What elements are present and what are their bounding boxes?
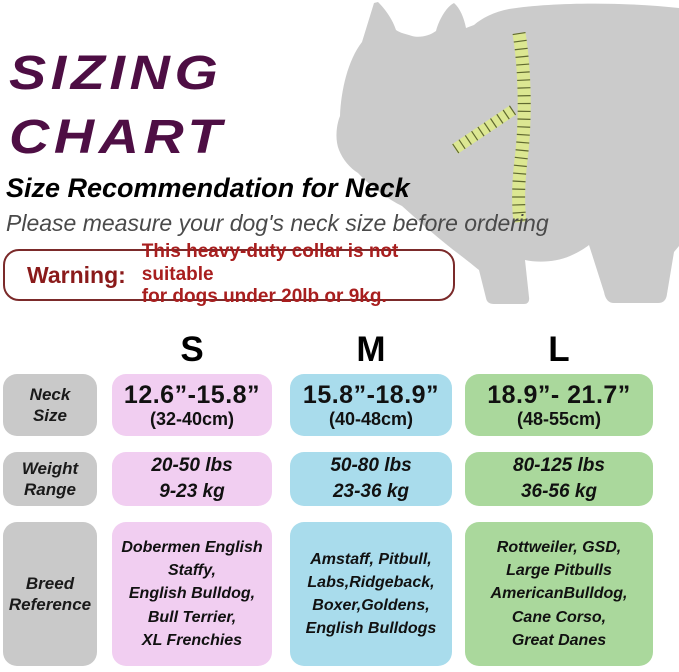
neck-size-row-label: Neck Size bbox=[3, 374, 97, 436]
neck-size-l-inches: 18.9”- 21.7” bbox=[487, 380, 631, 409]
weight-range-row-label-text: Weight Range bbox=[21, 458, 79, 499]
size-header-m: M bbox=[356, 330, 386, 369]
dog-body-shape bbox=[336, 2, 679, 304]
measuring-tape-icon bbox=[451, 31, 531, 223]
breed-reference-cell-l: Rottweiler, GSD, Large Pitbulls American… bbox=[465, 522, 653, 666]
breed-reference-l-text: Rottweiler, GSD, Large Pitbulls American… bbox=[490, 539, 628, 649]
warning-label: Warning: bbox=[27, 261, 126, 288]
size-header-l: L bbox=[548, 330, 570, 369]
weight-range-s-text: 20-50 lbs 9-23 kg bbox=[151, 455, 233, 502]
neck-size-l-cm: (48-55cm) bbox=[516, 408, 602, 429]
neck-size-cell-l: 18.9”- 21.7” (48-55cm) bbox=[465, 374, 653, 436]
warning-text: This heavy-duty collar is not suitable f… bbox=[141, 241, 399, 308]
weight-range-cell-l: 80-125 lbs 36-56 kg bbox=[465, 452, 653, 506]
dog-silhouette-image bbox=[336, 2, 679, 304]
neck-size-row-label-text: Neck Size bbox=[29, 384, 71, 425]
neck-size-cell-s: 12.6”-15.8” (32-40cm) bbox=[112, 374, 272, 436]
neck-size-s-inches: 12.6”-15.8” bbox=[123, 380, 261, 409]
neck-size-m-cm: (40-48cm) bbox=[328, 408, 414, 429]
page-title-line1: SIZING bbox=[9, 47, 223, 100]
page-title: SIZING CHART bbox=[9, 42, 226, 170]
breed-reference-row-label-text: Breed Reference bbox=[8, 573, 92, 614]
neck-size-m-inches: 15.8”-18.9” bbox=[302, 380, 440, 409]
weight-range-cell-m: 50-80 lbs 23-36 kg bbox=[290, 452, 452, 506]
weight-range-l-text: 80-125 lbs 36-56 kg bbox=[513, 455, 605, 502]
measure-note: Please measure your dog's neck size befo… bbox=[6, 210, 549, 236]
weight-range-row-label: Weight Range bbox=[3, 452, 97, 506]
weight-range-cell-s: 20-50 lbs 9-23 kg bbox=[112, 452, 272, 506]
warning-box: Warning: This heavy-duty collar is not s… bbox=[3, 241, 455, 307]
breed-reference-s-text: Dobermen English Staffy, English Bulldog… bbox=[121, 539, 263, 649]
page-title-line2: CHART bbox=[9, 111, 227, 164]
weight-range-m-text: 50-80 lbs 23-36 kg bbox=[330, 455, 412, 502]
page-subtitle: Size Recommendation for Neck bbox=[6, 173, 410, 203]
neck-size-cell-m: 15.8”-18.9” (40-48cm) bbox=[290, 374, 452, 436]
size-header-s: S bbox=[180, 330, 204, 369]
breed-reference-row-label: Breed Reference bbox=[3, 522, 97, 666]
breed-reference-m-text: Amstaff, Pitbull, Labs,Ridgeback, Boxer,… bbox=[305, 550, 437, 638]
breed-reference-cell-m: Amstaff, Pitbull, Labs,Ridgeback, Boxer,… bbox=[290, 522, 452, 666]
breed-reference-cell-s: Dobermen English Staffy, English Bulldog… bbox=[112, 522, 272, 666]
neck-size-s-cm: (32-40cm) bbox=[149, 408, 235, 429]
